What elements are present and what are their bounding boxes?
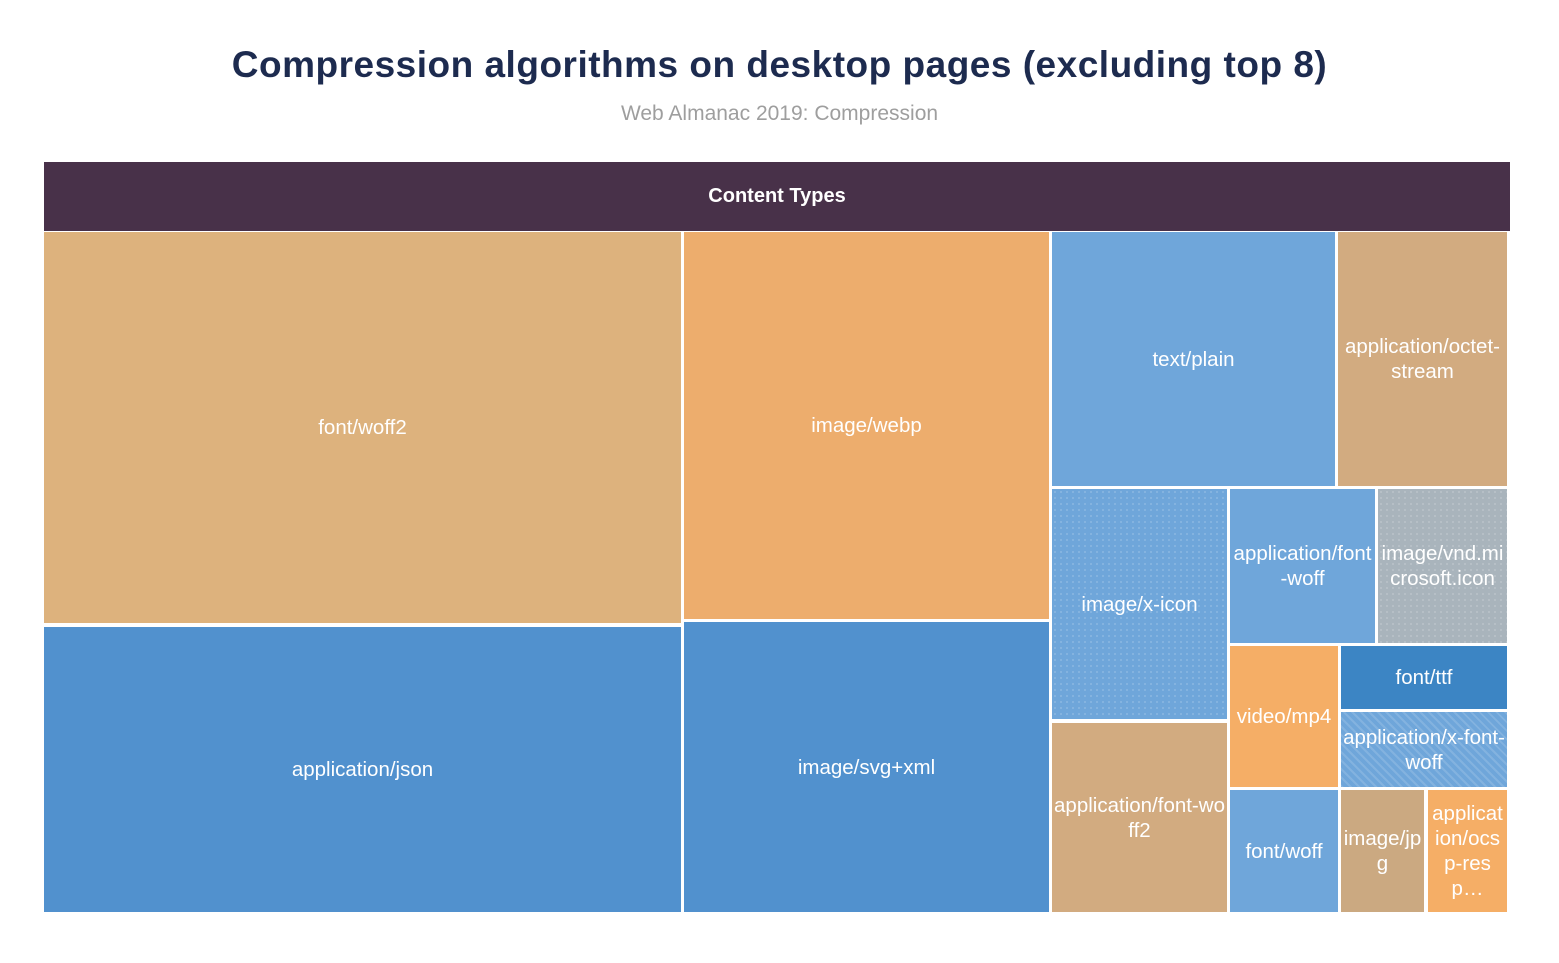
- page-title: Compression algorithms on desktop pages …: [231, 44, 1328, 85]
- cell-label: application/ocsp-resp…: [1432, 802, 1503, 900]
- page-subtitle: Web Almanac 2019: Compression: [620, 102, 939, 125]
- treemap-cell-application-font-woff2[interactable]: application/font-woff2: [1052, 723, 1227, 912]
- treemap-cell-image-svg-xml[interactable]: image/svg+xml: [684, 622, 1049, 912]
- cell-label: image/webp: [811, 414, 922, 437]
- treemap-cell-application-font-woff[interactable]: application/font-woff: [1230, 489, 1375, 643]
- cell-label: video/mp4: [1236, 705, 1332, 728]
- cell-label: application/octet-stream: [1345, 335, 1500, 383]
- treemap-cell-font-woff2[interactable]: font/woff2: [44, 232, 681, 623]
- cell-label: application/x-font-woff: [1343, 725, 1505, 774]
- treemap-cell-application-json[interactable]: application/json: [44, 627, 681, 912]
- treemap-cell-application-ocsp-resp[interactable]: application/ocsp-resp…: [1428, 790, 1507, 912]
- cell-label: application/font-woff: [1233, 542, 1372, 590]
- cell-label: image/x-icon: [1081, 592, 1198, 616]
- treemap-cell-font-ttf[interactable]: font/ttf: [1341, 646, 1507, 709]
- cell-label: text/plain: [1152, 347, 1235, 371]
- treemap-cell-image-webp[interactable]: image/webp: [684, 232, 1049, 619]
- treemap-cell-image-jpg[interactable]: image/jpg: [1341, 790, 1424, 912]
- cell-label: font/woff2: [318, 416, 407, 439]
- cell-label: font/ttf: [1395, 666, 1453, 689]
- treemap-header-content-types[interactable]: Content Types: [44, 162, 1510, 231]
- treemap-cell-text-plain[interactable]: text/plain: [1052, 232, 1335, 486]
- treemap-cell-application-x-font-woff[interactable]: application/x-font-woff: [1341, 712, 1507, 787]
- treemap-cell-image-x-icon[interactable]: image/x-icon: [1052, 489, 1227, 719]
- cell-label: image/svg+xml: [797, 755, 936, 779]
- treemap-cell-font-woff[interactable]: font/woff: [1230, 790, 1338, 912]
- cell-label: application/json: [291, 758, 434, 781]
- treemap-cell-video-mp4[interactable]: video/mp4: [1230, 646, 1338, 787]
- cell-label: application/font-woff2: [1054, 793, 1225, 842]
- cell-label: image/jpg: [1343, 827, 1422, 875]
- treemap-cell-application-octet-stream[interactable]: application/octet-stream: [1338, 232, 1507, 486]
- treemap-cells: font/woff2 application/json image/webp imag…: [44, 232, 1510, 913]
- cell-label: image/vnd.microsoft.icon: [1381, 542, 1504, 590]
- treemap-cell-image-vnd-microsoft-icon[interactable]: image/vnd.microsoft.icon: [1378, 489, 1507, 643]
- cell-label: font/woff: [1245, 839, 1323, 863]
- treemap-chart: Content Types font/woff2 application/json…: [44, 162, 1510, 913]
